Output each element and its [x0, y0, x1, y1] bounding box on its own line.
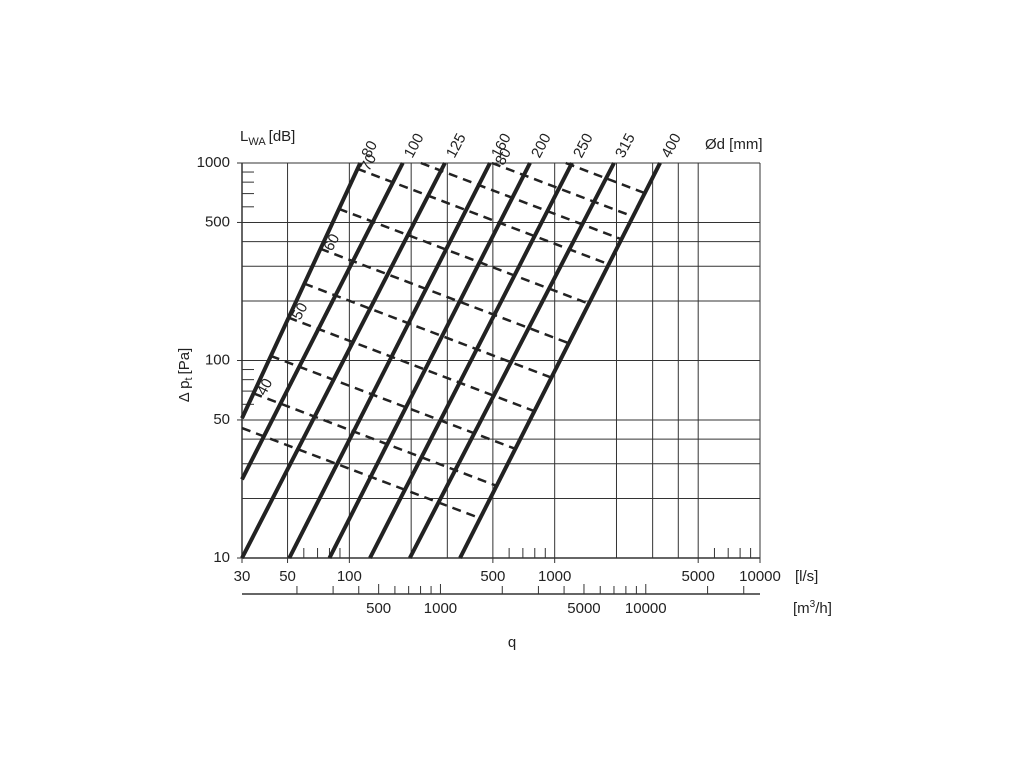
x-label: q [508, 634, 516, 651]
level-line [491, 161, 634, 218]
top-right-label: Ød [mm] [705, 136, 763, 153]
y-tick-label: 50 [213, 411, 230, 428]
duct-label: 400 [658, 131, 685, 161]
y-tick-label: 1000 [197, 154, 230, 171]
y-tick-label: 500 [205, 213, 230, 230]
duct-line [458, 162, 662, 559]
duct-line [327, 162, 532, 559]
x-tick-label: 1000 [538, 568, 571, 585]
y-tick-label: 100 [205, 351, 230, 368]
duct-label: 80 [358, 138, 381, 161]
duct-label: 100 [401, 131, 428, 161]
x2-tick-label: 1000 [424, 600, 457, 617]
duct-label: 125 [443, 131, 470, 161]
y-tick-label: 10 [213, 549, 230, 566]
x-tick-label: 500 [480, 568, 505, 585]
x2-tick-label: 500 [366, 600, 391, 617]
x-unit: [l/s] [795, 568, 818, 585]
x2-tick-label: 10000 [625, 600, 667, 617]
x-tick-label: 10000 [739, 568, 781, 585]
x-tick-label: 50 [279, 568, 296, 585]
duct-line [240, 162, 363, 420]
duct-line [408, 162, 616, 559]
x-tick-label: 100 [337, 568, 362, 585]
y-label: Δ pt[Pa] [176, 348, 195, 402]
duct-line [368, 162, 574, 559]
duct-label: 250 [570, 131, 597, 161]
top-left-label: LWA [dB] [240, 128, 295, 148]
duct-label: 315 [612, 131, 639, 161]
x-tick-label: 30 [234, 568, 251, 585]
duct-line [287, 162, 492, 559]
level-line [241, 426, 481, 520]
level-line [420, 161, 622, 241]
x-tick-label: 5000 [682, 568, 715, 585]
x2-unit: [m3/h] [793, 599, 832, 617]
level-label: 80 [492, 145, 515, 168]
level-label: 70 [357, 151, 380, 174]
duct-label: 200 [528, 131, 555, 161]
x2-tick-label: 5000 [567, 600, 600, 617]
duct-line [240, 162, 405, 481]
duct-line [240, 162, 447, 559]
